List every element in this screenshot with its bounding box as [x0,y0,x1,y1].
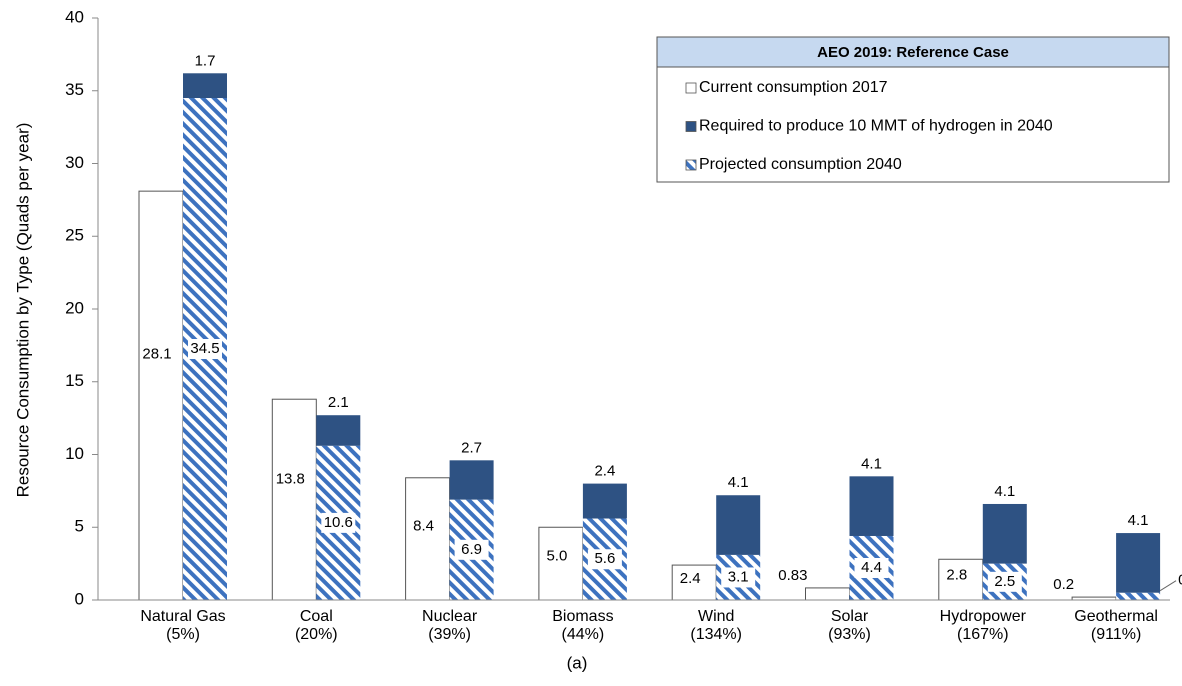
y-tick-label: 35 [65,80,84,99]
value-label: 2.1 [328,394,349,411]
value-label-bg [721,567,756,588]
value-label: 10.6 [324,514,353,531]
y-tick-label: 10 [65,444,84,463]
bar-current [138,190,184,601]
x-tick-note: (5%) [166,626,200,643]
legend-swatch [685,82,697,94]
bar-required [449,460,494,500]
bar-projected [1116,592,1161,600]
value-label: 4.1 [994,483,1015,500]
y-tick-label: 30 [65,153,84,172]
legend-label: Required to produce 10 MMT of hydrogen i… [699,118,1053,135]
bar-required [582,483,627,519]
value-label-bg [454,539,489,560]
value-label: 13.8 [276,470,305,487]
legend-swatch [685,159,697,171]
value-label-bg [854,557,889,578]
x-tick-label: Wind [698,608,734,625]
x-tick-note: (93%) [828,626,871,643]
bar-current [538,526,584,601]
value-label-bg [188,339,222,360]
legend-label: Current consumption 2017 [699,79,888,96]
legend-title: AEO 2019: Reference Case [817,44,1009,61]
value-label: 2.7 [461,439,482,456]
caption: (a) [567,653,588,672]
value-label: 28.1 [142,346,171,363]
bar-current [938,558,984,601]
value-label-bg [587,549,622,570]
value-label: 2.5 [994,573,1015,590]
y-tick-label: 20 [65,298,84,317]
bar-required [982,503,1027,564]
y-tick-label: 40 [65,7,84,26]
value-label: 4.4 [861,559,882,576]
x-tick-note: (44%) [562,626,605,643]
y-tick-label: 0 [75,589,84,608]
x-tick-label: Biomass [552,608,613,625]
bar-required [316,415,361,446]
bar-required [1116,533,1161,593]
value-label: 2.8 [946,567,967,584]
value-label-bg [321,512,356,533]
y-tick-label: 5 [75,517,84,536]
value-label: 5.6 [594,550,615,567]
bar-required [716,495,761,555]
value-label: 4.1 [1128,512,1149,529]
x-tick-label: Nuclear [422,608,478,625]
y-tick-label: 25 [65,226,84,245]
value-label: 0.5 [1178,572,1182,589]
x-tick-note: (20%) [295,626,338,643]
value-label: 8.4 [413,518,434,535]
value-label: 0.2 [1053,576,1074,593]
bar-required [183,73,227,99]
value-label: 4.1 [861,455,882,472]
x-tick-label: Coal [300,608,333,625]
value-label: 0.83 [778,567,807,584]
x-tick-note: (911%) [1091,626,1141,643]
legend-label: Projected consumption 2040 [699,156,902,173]
y-axis-label: Resource Consumption by Type (Quads per … [13,123,32,498]
x-tick-label: Geothermal [1074,608,1158,625]
x-tick-note: (134%) [690,626,742,643]
value-label: 3.1 [728,568,749,585]
y-tick-label: 15 [65,371,84,390]
value-label-bg [987,571,1022,592]
bar-current [405,477,451,601]
value-label: 2.4 [680,570,701,587]
value-label: 2.4 [594,463,615,480]
legend-header [656,36,1170,68]
x-tick-label: Hydropower [940,608,1027,625]
x-tick-note: (39%) [428,626,471,643]
bar-required [849,476,894,536]
value-label: 6.9 [461,541,482,558]
x-tick-note: (167%) [957,626,1009,643]
bar-current [271,398,317,601]
value-label: 5.0 [546,547,567,564]
legend-swatch [685,121,697,132]
bar-current [805,587,850,601]
x-tick-label: Natural Gas [140,608,225,625]
value-label: 1.7 [195,52,216,69]
leader-line [1159,580,1177,592]
value-label: 4.1 [728,474,749,491]
value-label: 34.5 [190,340,219,357]
x-tick-label: Solar [831,608,869,625]
